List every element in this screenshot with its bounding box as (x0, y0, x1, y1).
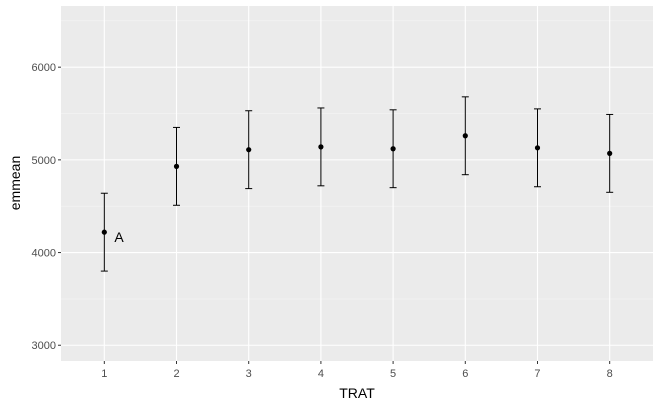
y-tick-label: 5000 (32, 155, 56, 167)
y-tick-label: 4000 (32, 248, 56, 260)
point (101, 229, 107, 235)
x-tick-label: 3 (246, 368, 252, 380)
points (101, 133, 613, 235)
x-tick-label: 7 (534, 368, 540, 380)
annotations: A (114, 229, 124, 245)
y-tick-label: 3000 (32, 340, 56, 352)
x-tick-label: 5 (390, 368, 396, 380)
minor-gridlines (61, 20, 653, 300)
y-tick-label: 6000 (32, 62, 56, 74)
y-axis-ticks: 3000 4000 5000 6000 (32, 62, 61, 352)
x-tick-label: 6 (462, 368, 468, 380)
point (246, 147, 252, 153)
x-tick-label: 1 (101, 368, 107, 380)
point (390, 146, 396, 152)
y-axis-title: emmean (7, 156, 23, 210)
plot-panel (61, 6, 653, 361)
point (173, 163, 180, 169)
point (462, 133, 468, 139)
point (607, 150, 613, 156)
x-axis-title: TRAT (339, 385, 375, 401)
point (534, 145, 541, 151)
x-tick-label: 2 (173, 368, 179, 380)
point (318, 144, 324, 150)
annotation-label: A (114, 229, 124, 245)
x-axis-ticks: 1 2 3 4 5 6 7 8 (101, 361, 613, 380)
x-tick-label: 8 (607, 368, 613, 380)
x-tick-label: 4 (318, 368, 324, 380)
